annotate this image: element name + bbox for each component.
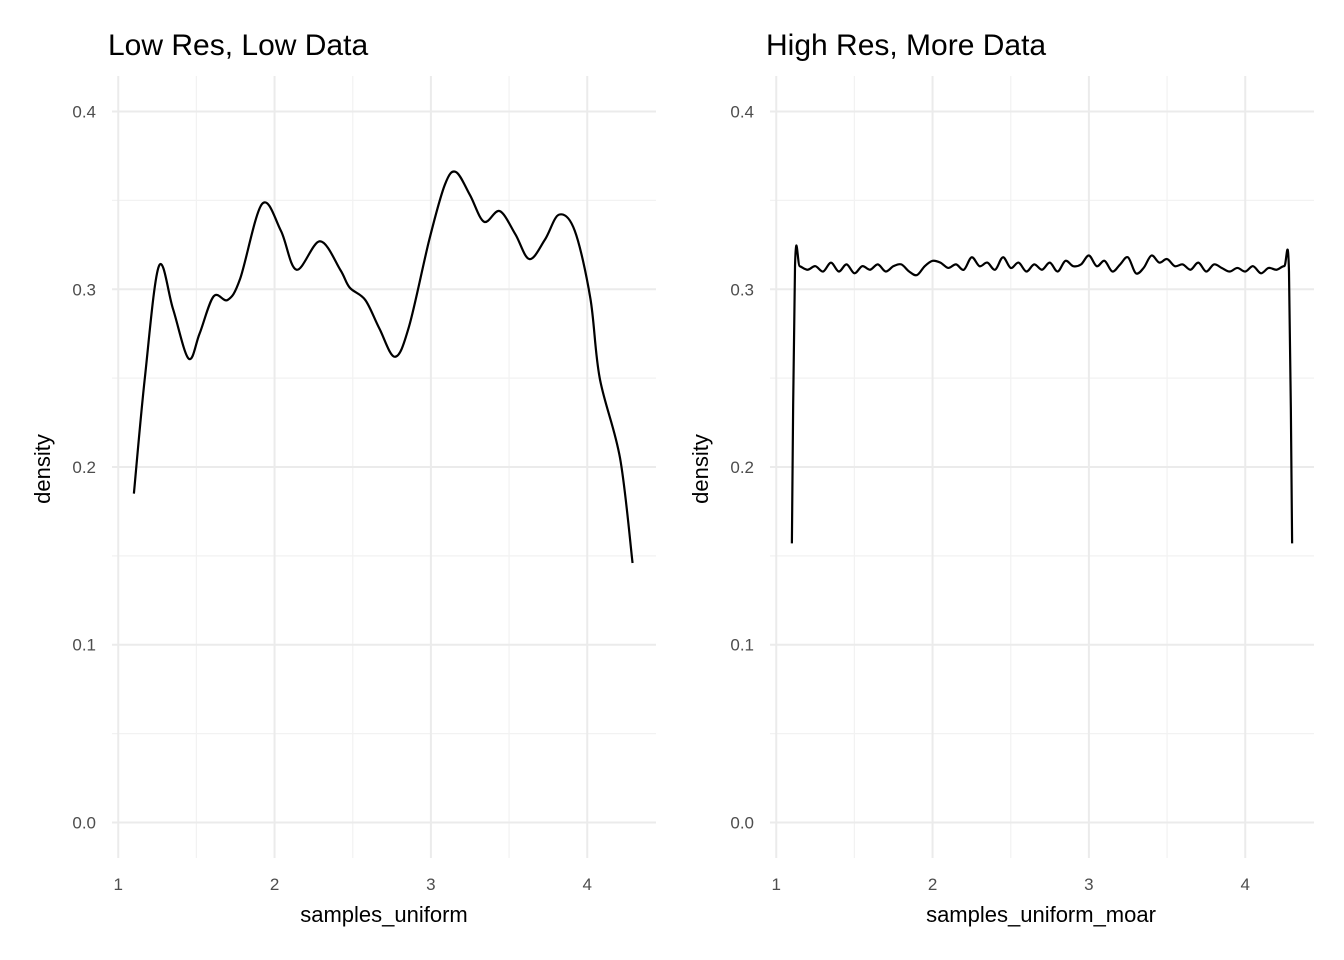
- y-tick-label: 0.1: [72, 636, 96, 655]
- y-tick-label: 0.0: [730, 813, 754, 832]
- y-tick-label: 0.0: [72, 813, 96, 832]
- y-tick-label: 0.1: [730, 636, 754, 655]
- y-axis-label: density: [688, 434, 713, 504]
- y-tick-label: 0.4: [730, 103, 754, 122]
- density-line: [132, 170, 634, 564]
- x-tick-label: 1: [772, 875, 781, 894]
- y-tick-label: 0.2: [730, 458, 754, 477]
- x-tick-label: 2: [928, 875, 937, 894]
- density-line: [790, 244, 1294, 544]
- x-tick-label: 1: [114, 875, 123, 894]
- x-tick-label: 4: [1240, 875, 1249, 894]
- chart-title: High Res, More Data: [766, 29, 1046, 62]
- panel-high-res: High Res, More Data samples_uniform_moar…: [688, 29, 1314, 927]
- grid: [770, 76, 1314, 858]
- x-tick-label: 2: [270, 875, 279, 894]
- x-tick-label: 3: [426, 875, 435, 894]
- x-tick-label: 4: [582, 875, 591, 894]
- y-tick-label: 0.2: [72, 458, 96, 477]
- panel-low-res: Low Res, Low Data samples_uniform densit…: [30, 29, 656, 927]
- y-tick-label: 0.3: [72, 280, 96, 299]
- y-tick-label: 0.3: [730, 280, 754, 299]
- x-axis-label: samples_uniform: [300, 902, 468, 927]
- chart-title: Low Res, Low Data: [108, 29, 368, 62]
- grid: [112, 76, 656, 858]
- x-tick-label: 3: [1084, 875, 1093, 894]
- y-tick-label: 0.4: [72, 103, 96, 122]
- x-axis-label: samples_uniform_moar: [926, 902, 1156, 927]
- y-axis-label: density: [30, 434, 55, 504]
